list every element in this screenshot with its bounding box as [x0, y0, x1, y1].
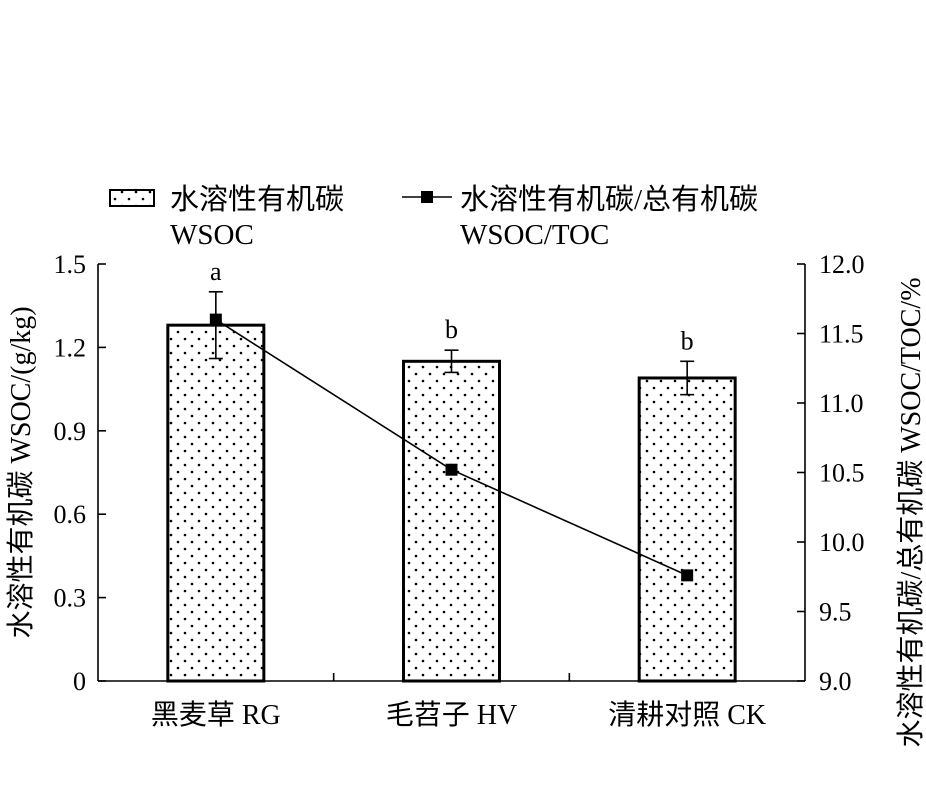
- legend-label: WSOC/TOC: [460, 219, 609, 251]
- y-tick-label-left: 1.5: [54, 250, 87, 279]
- legend-bar-swatch: [109, 189, 155, 207]
- legend-label: WSOC: [170, 219, 254, 251]
- legend-marker-swatch: [421, 191, 433, 203]
- x-tick-label: 毛苕子 HV: [386, 699, 517, 731]
- line-point: [209, 313, 222, 326]
- significance-label: a: [210, 257, 222, 286]
- line-point: [445, 463, 458, 476]
- legend-label: 水溶性有机碳/总有机碳: [460, 183, 758, 216]
- bar: [637, 376, 737, 683]
- y-tick-label-left: 0.3: [54, 584, 87, 613]
- y-tick-label-right: 12.0: [819, 250, 865, 279]
- y-tick-label-right: 9.5: [819, 598, 852, 627]
- y-tick-label-right: 11.0: [819, 389, 864, 418]
- y-tick-label-left: 0: [73, 667, 86, 696]
- y-axis-title-right: 水溶性有机碳/总有机碳 WSOC/TOC/%: [895, 277, 926, 747]
- significance-label: b: [681, 326, 694, 355]
- line-series: [209, 313, 694, 582]
- y-tick-label-left: 0.6: [54, 500, 87, 529]
- y-tick-label-right: 10.5: [819, 459, 865, 488]
- significance-label: b: [445, 315, 458, 344]
- bar: [166, 323, 266, 683]
- y-tick-label-left: 1.2: [54, 333, 87, 362]
- x-tick-label: 清耕对照 CK: [608, 699, 766, 731]
- x-tick-label: 黑麦草 RG: [151, 699, 281, 731]
- bar: [402, 359, 501, 683]
- y-tick-label-right: 10.0: [819, 528, 865, 557]
- legend-label: 水溶性有机碳: [170, 183, 344, 216]
- y-axis-title-left: 水溶性有机碳 WSOC/(g/kg): [5, 306, 37, 638]
- y-tick-label-right: 11.5: [819, 320, 864, 349]
- line-point: [681, 569, 694, 582]
- y-tick-label-left: 0.9: [54, 417, 87, 446]
- axes: 0 0.3 0.6 0.9 1.2 1.5 9.0 9.5 10.0 10.5 11.0 11.5 12…: [5, 250, 926, 748]
- y-tick-label-right: 9.0: [819, 667, 852, 696]
